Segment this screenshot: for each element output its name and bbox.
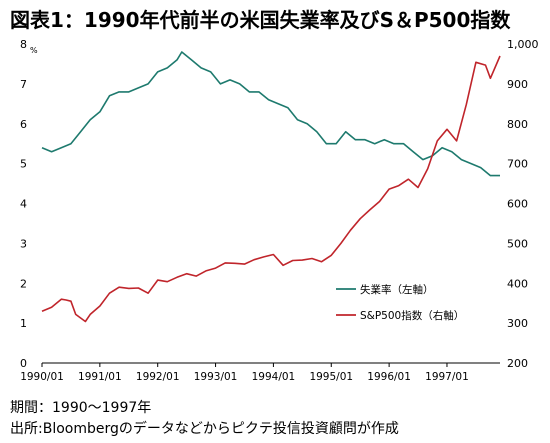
y-right-tick-label: 500 <box>507 237 528 250</box>
legend: 失業率（左軸） S&P500指数（右軸） <box>336 283 464 322</box>
x-tick-label: 1990/01 <box>20 371 64 383</box>
x-tick-label: 1991/01 <box>78 371 122 383</box>
y-left-tick-label: 7 <box>20 78 27 91</box>
x-tick-label: 1992/01 <box>136 371 180 383</box>
y-left-tick-label: 8 <box>20 38 27 51</box>
x-tick-label: 1996/01 <box>367 371 411 383</box>
y-right-tick-label: 600 <box>507 198 528 211</box>
y-right-tick-label: 200 <box>507 357 528 370</box>
source-note: 出所:Bloombergのデータなどからピクテ投信投資顧問が作成 <box>10 421 399 437</box>
y-left-tick-label: 5 <box>20 158 27 171</box>
legend-label: S&P500指数（右軸） <box>360 309 464 322</box>
x-tick-label: 1994/01 <box>252 371 296 383</box>
y-left-tick-label: 3 <box>20 237 27 250</box>
series-lines <box>41 51 501 323</box>
y-left-tick-label: 0 <box>20 357 27 370</box>
y-left-tick-label: 1 <box>20 317 27 330</box>
x-tick-label: 1997/01 <box>425 371 469 383</box>
x-tick-label: 1993/01 <box>194 371 238 383</box>
legend-label: 失業率（左軸） <box>360 283 434 296</box>
chart-title: 図表1：1990年代前半の米国失業率及びS＆P500指数 <box>10 8 511 32</box>
period-note: 期間：1990〜1997年 <box>10 400 152 416</box>
y-right-tick-label: 800 <box>507 118 528 131</box>
y-left-tick-label: 2 <box>20 277 27 290</box>
y-right-tick-label: 400 <box>507 277 528 290</box>
y-left-tick-label: 6 <box>20 118 27 131</box>
axes: 0 1 2 3 4 5 6 7 8 % 200 300 400 500 600 700 800 900 1,000 1… <box>20 38 539 383</box>
y-right-tick-label: 300 <box>507 317 528 330</box>
y-right-tick-label: 900 <box>507 78 528 91</box>
sp500-line <box>41 55 501 323</box>
x-tick-label: 1995/01 <box>309 371 353 383</box>
y-right-tick-label: 1,000 <box>507 38 539 51</box>
y-right-tick-label: 700 <box>507 158 528 171</box>
y-left-tick-label: 4 <box>20 198 27 211</box>
unemployment-rate-line <box>41 51 500 177</box>
y-left-unit: % <box>30 46 38 55</box>
